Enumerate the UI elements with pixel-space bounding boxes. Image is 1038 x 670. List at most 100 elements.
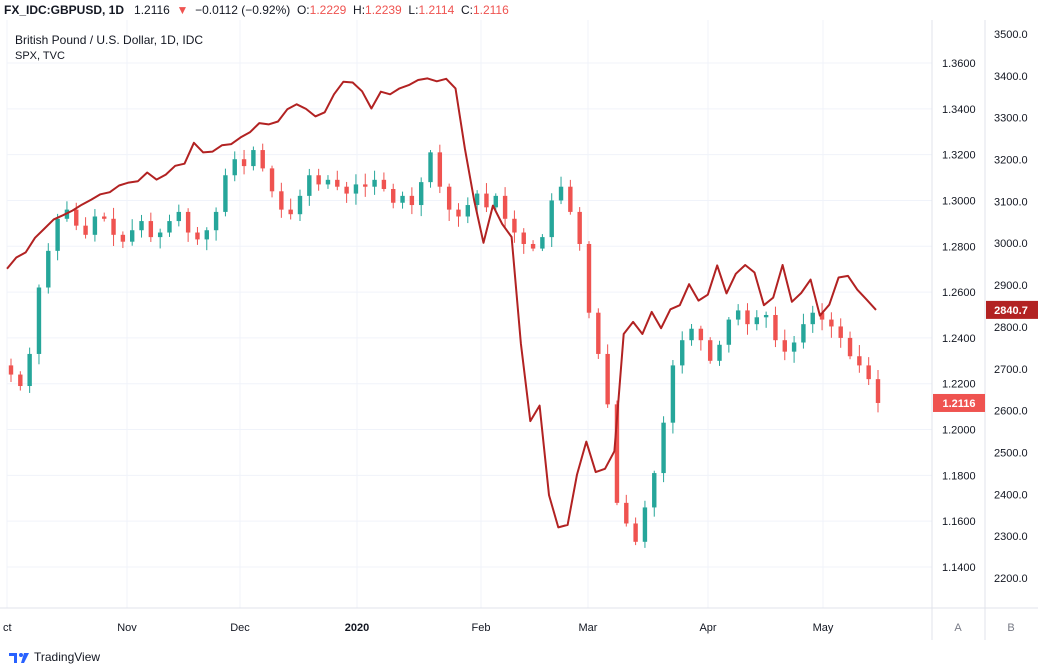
close-label: C: xyxy=(460,3,473,17)
price-tick-label: 1.2400 xyxy=(942,333,976,345)
candle-body xyxy=(418,182,424,206)
price-change: −0.0112 (−0.92%) xyxy=(195,3,291,17)
candle-body xyxy=(568,186,573,212)
candle-body xyxy=(157,232,163,238)
spx-tick-label: 3000.0 xyxy=(994,238,1028,250)
candle-body xyxy=(707,340,713,361)
candle-body xyxy=(558,186,564,201)
gbpusd-last-badge xyxy=(933,393,985,412)
spx-tick-label: 2500.0 xyxy=(994,447,1028,459)
candle-body xyxy=(838,326,843,338)
price-tick-label: 1.3200 xyxy=(942,150,976,162)
candle-body xyxy=(363,184,368,187)
gbpusd-last-label: 1.2116 xyxy=(942,398,975,410)
candle-body xyxy=(717,344,722,361)
candle-body xyxy=(875,379,881,403)
candle-body xyxy=(316,175,321,185)
high-label: H: xyxy=(353,3,366,17)
candle-body xyxy=(847,337,853,357)
candle-body xyxy=(8,365,14,375)
spx-tick-label: 3100.0 xyxy=(994,196,1028,208)
price-tick-label: 1.3000 xyxy=(942,195,976,207)
price-tick-label: 1.3400 xyxy=(942,104,976,116)
candle-body xyxy=(74,209,79,226)
candle-body xyxy=(269,168,275,192)
candle-body xyxy=(484,193,489,208)
spx-tick-label: 3200.0 xyxy=(994,155,1028,167)
candle-body xyxy=(297,195,303,215)
candle-body xyxy=(167,221,172,233)
tradingview-logo-icon xyxy=(9,653,29,663)
candle-body xyxy=(139,221,144,231)
candle-body xyxy=(204,230,209,240)
chart-header: FX_IDC:GBPUSD, 1D 1.2116 ▼ −0.0112 (−0.9… xyxy=(0,0,1038,20)
candle-body xyxy=(493,195,498,208)
candle-body xyxy=(652,473,657,508)
candle-body xyxy=(428,152,433,183)
candle-body xyxy=(148,221,154,238)
footer: TradingView xyxy=(8,650,100,664)
scale-button-b[interactable]: B xyxy=(1007,622,1014,634)
candle-body xyxy=(680,340,685,366)
spx-tick-label: 2800.0 xyxy=(994,322,1028,334)
time-tick-label: Feb xyxy=(472,622,491,634)
candle-body xyxy=(400,195,405,203)
spx-tick-label: 3500.0 xyxy=(994,29,1028,41)
candle-body xyxy=(605,353,610,405)
candle-body xyxy=(185,211,191,233)
high-value: 1.2239 xyxy=(365,3,402,17)
candle-body xyxy=(521,232,526,244)
candle-body xyxy=(735,310,741,320)
chart-canvas[interactable]: 1.3600 1.3400 1.3200 1.3000 1.2800 1.2600 1.24… xyxy=(0,20,1038,660)
price-tick-label: 1.2600 xyxy=(942,287,976,299)
gbpusd-candles xyxy=(8,143,881,548)
candle-body xyxy=(754,317,760,325)
candle-body xyxy=(344,186,349,194)
candle-body xyxy=(213,211,219,231)
time-tick-label: ct xyxy=(3,622,12,634)
candle-body xyxy=(763,315,769,318)
candle-body xyxy=(335,179,340,187)
price-tick-label: 1.2800 xyxy=(942,241,976,253)
candle-body xyxy=(689,328,694,341)
candle-body xyxy=(260,150,265,169)
spx-tick-label: 3300.0 xyxy=(994,113,1028,125)
candle-body xyxy=(614,404,620,503)
candle-body xyxy=(372,179,377,187)
time-tick-label: 2020 xyxy=(345,622,369,634)
candle-body xyxy=(474,193,480,206)
candle-body xyxy=(642,507,648,542)
spx-tick-label: 2200.0 xyxy=(994,573,1028,585)
overlay-series-legend[interactable]: SPX, TVC xyxy=(15,50,65,62)
candle-body xyxy=(92,216,98,235)
time-tick-label: Apr xyxy=(699,622,716,634)
last-price: 1.2116 xyxy=(134,3,170,17)
symbol-label[interactable]: FX_IDC:GBPUSD, 1D xyxy=(4,3,125,17)
main-series-legend[interactable]: British Pound / U.S. Dollar, 1D, IDC xyxy=(15,33,204,47)
candle-body xyxy=(698,328,704,341)
candle-body xyxy=(251,150,256,167)
candle-body xyxy=(223,175,228,212)
candle-body xyxy=(102,216,107,219)
candle-body xyxy=(232,159,237,176)
candle-body xyxy=(586,243,592,313)
candle-body xyxy=(819,312,825,320)
candle-body xyxy=(633,523,638,542)
candle-body xyxy=(670,365,676,423)
candle-body xyxy=(549,200,554,238)
candle-body xyxy=(857,356,862,366)
spx-tick-label: 2900.0 xyxy=(994,280,1028,292)
candle-body xyxy=(279,191,284,210)
candle-body xyxy=(465,205,471,217)
brand-label[interactable]: TradingView xyxy=(34,650,101,664)
candle-body xyxy=(36,287,42,354)
price-tick-label: 1.1600 xyxy=(942,516,976,528)
low-value: 1.2114 xyxy=(418,3,455,17)
price-tick-label: 1.2000 xyxy=(942,425,976,437)
chart-axes: 1.3600 1.3400 1.3200 1.3000 1.2800 1.2600 1.24… xyxy=(0,20,1038,640)
candle-body xyxy=(596,312,601,354)
time-tick-label: Mar xyxy=(579,622,598,634)
candle-body xyxy=(773,315,778,341)
scale-button-a[interactable]: A xyxy=(954,622,962,634)
candle-body xyxy=(810,312,815,325)
